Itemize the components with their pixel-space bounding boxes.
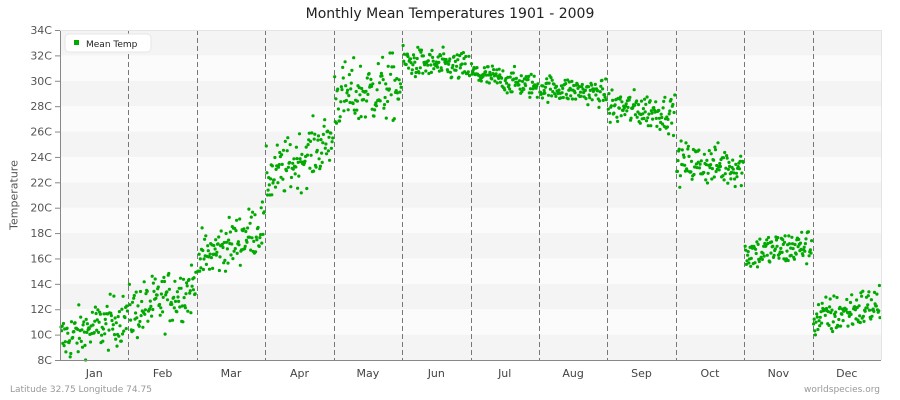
background-bands bbox=[60, 30, 881, 360]
svg-text:18C: 18C bbox=[30, 227, 52, 240]
svg-text:Mar: Mar bbox=[221, 367, 242, 380]
svg-text:12C: 12C bbox=[30, 303, 52, 316]
legend-swatch-icon bbox=[74, 40, 79, 45]
svg-text:Jul: Jul bbox=[497, 367, 511, 380]
legend-label: Mean Temp bbox=[86, 40, 138, 50]
svg-text:Dec: Dec bbox=[836, 367, 857, 380]
svg-text:10C: 10C bbox=[30, 329, 52, 342]
svg-text:May: May bbox=[357, 367, 380, 380]
svg-text:32C: 32C bbox=[30, 49, 52, 62]
legend-box bbox=[64, 33, 152, 53]
data-points bbox=[59, 43, 882, 362]
axes bbox=[60, 30, 882, 361]
svg-text:22C: 22C bbox=[30, 176, 52, 189]
x-axis-labels: Jan Feb Mar Apr May Jun Jul Aug Sep Oct Nov Dec bbox=[85, 367, 858, 380]
svg-text:Jun: Jun bbox=[427, 367, 445, 380]
svg-text:30C: 30C bbox=[30, 75, 52, 88]
y-axis-ticks: 8C 10C 12C 14C 16C 18C 20C 22C 24C 26C 28C 30C 32C 34… bbox=[30, 24, 60, 367]
svg-text:Jan: Jan bbox=[85, 367, 103, 380]
location-caption: Latitude 32.75 Longitude 74.75 bbox=[10, 385, 152, 395]
svg-text:Oct: Oct bbox=[700, 367, 720, 380]
svg-text:Apr: Apr bbox=[290, 367, 310, 380]
svg-text:24C: 24C bbox=[30, 151, 52, 164]
svg-text:Nov: Nov bbox=[768, 367, 790, 380]
svg-text:Aug: Aug bbox=[562, 367, 583, 380]
legend: Mean Temp bbox=[64, 33, 152, 53]
svg-text:Sep: Sep bbox=[631, 367, 652, 380]
svg-text:26C: 26C bbox=[30, 126, 52, 139]
svg-text:14C: 14C bbox=[30, 278, 52, 291]
chart-title: Monthly Mean Temperatures 1901 - 2009 bbox=[305, 6, 595, 22]
svg-text:34C: 34C bbox=[30, 24, 52, 37]
svg-text:16C: 16C bbox=[30, 252, 52, 265]
svg-text:20C: 20C bbox=[30, 202, 52, 215]
svg-text:Feb: Feb bbox=[153, 367, 172, 380]
svg-text:28C: 28C bbox=[30, 100, 52, 113]
source-caption: worldspecies.org bbox=[803, 385, 880, 395]
svg-text:8C: 8C bbox=[37, 354, 52, 367]
